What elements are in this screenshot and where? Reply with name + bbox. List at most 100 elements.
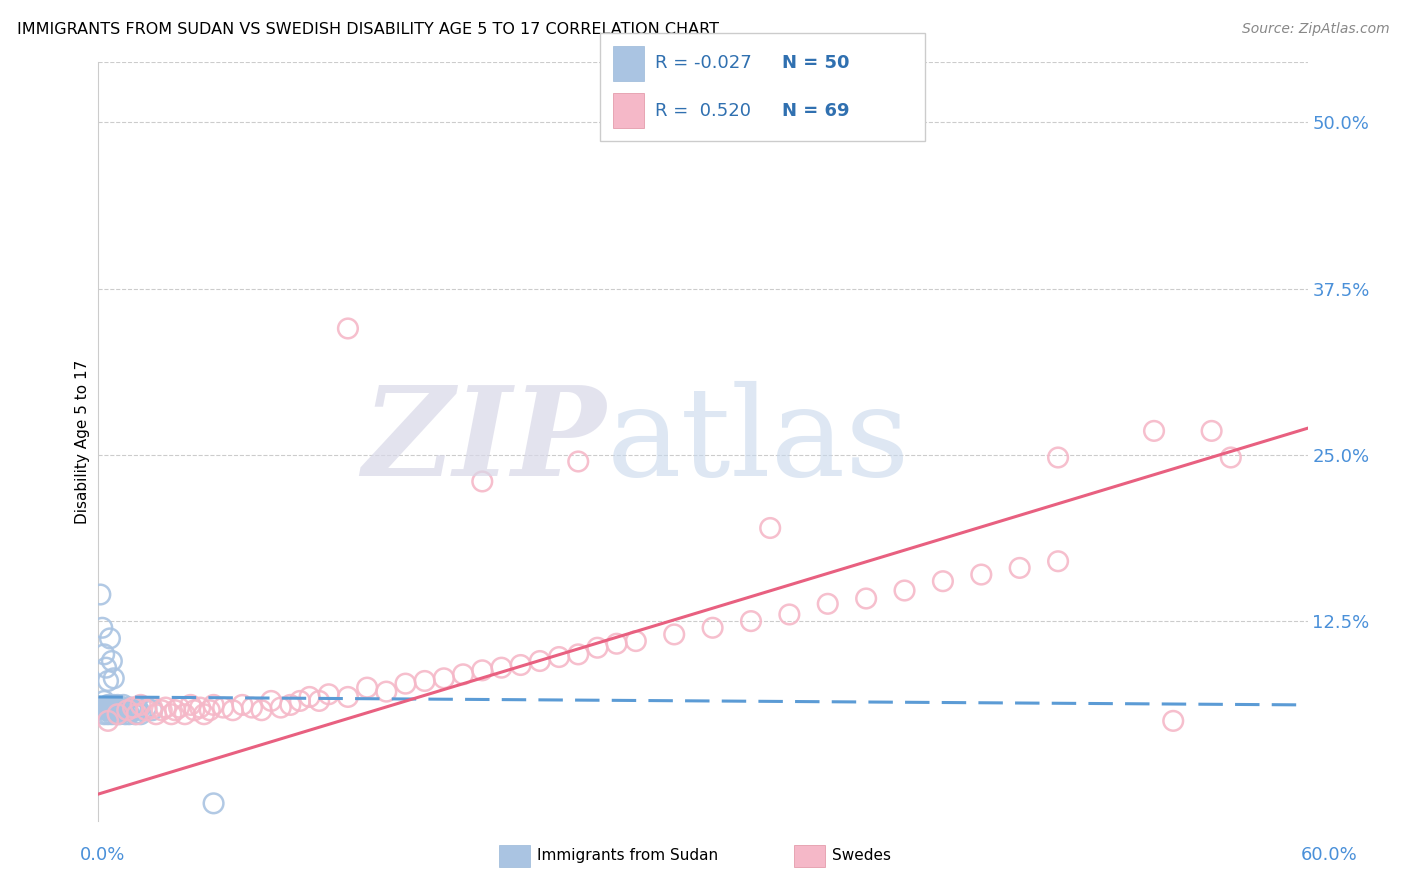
Point [451, 667, 474, 681]
Text: IMMIGRANTS FROM SUDAN VS SWEDISH DISABILITY AGE 5 TO 17 CORRELATION CHART: IMMIGRANTS FROM SUDAN VS SWEDISH DISABIL… [17, 22, 718, 37]
Point [112, 703, 135, 717]
Point [103, 698, 125, 712]
Point [702, 621, 724, 635]
Point [110, 700, 132, 714]
Point [222, 703, 245, 717]
Point [817, 597, 839, 611]
Point [107, 698, 129, 712]
Point [93, 648, 115, 662]
Point [107, 707, 129, 722]
Point [664, 627, 686, 641]
Point [970, 567, 993, 582]
Point [141, 703, 163, 717]
Point [356, 681, 378, 695]
Point [893, 583, 915, 598]
Point [491, 661, 513, 675]
Point [1161, 714, 1184, 728]
Point [231, 698, 253, 712]
Point [93, 707, 115, 722]
Point [336, 690, 359, 704]
Point [107, 700, 129, 714]
Point [193, 707, 215, 722]
Point [129, 698, 152, 712]
Point [413, 673, 436, 688]
Point [202, 797, 225, 811]
Point [932, 574, 955, 589]
Point [129, 707, 152, 722]
Point [91, 621, 114, 635]
Point [308, 694, 330, 708]
Text: Immigrants from Sudan: Immigrants from Sudan [537, 848, 718, 863]
Point [567, 454, 589, 468]
Point [778, 607, 800, 622]
Point [97, 714, 120, 728]
Point [114, 707, 136, 722]
Point [270, 700, 292, 714]
Point [1143, 424, 1166, 438]
Point [280, 698, 302, 712]
Point [1047, 554, 1070, 568]
Point [118, 707, 141, 722]
Point [183, 703, 205, 717]
Point [471, 475, 494, 489]
Point [1219, 450, 1241, 465]
Text: N = 69: N = 69 [782, 102, 849, 120]
Point [433, 671, 456, 685]
Point [115, 703, 138, 717]
Point [115, 700, 138, 714]
Point [212, 700, 235, 714]
Point [101, 700, 124, 714]
Point [855, 591, 877, 606]
Point [125, 700, 148, 714]
Point [759, 521, 782, 535]
Point [150, 703, 173, 717]
Text: R = -0.027: R = -0.027 [655, 54, 752, 72]
Point [145, 707, 167, 722]
Point [167, 700, 190, 714]
Point [567, 648, 589, 662]
Point [298, 690, 321, 704]
Point [141, 700, 163, 714]
Point [91, 700, 114, 714]
Point [240, 700, 263, 714]
Point [104, 707, 127, 722]
Point [509, 658, 531, 673]
Point [97, 703, 120, 717]
Point [110, 703, 132, 717]
Point [115, 703, 138, 717]
Point [198, 703, 221, 717]
Point [101, 707, 124, 722]
Point [202, 698, 225, 712]
Point [101, 654, 124, 668]
Point [93, 694, 115, 708]
Point [97, 707, 120, 722]
Point [173, 707, 195, 722]
Text: R =  0.520: R = 0.520 [655, 102, 751, 120]
Point [122, 700, 145, 714]
Point [108, 703, 131, 717]
Point [120, 700, 142, 714]
Text: 0.0%: 0.0% [80, 846, 125, 863]
Text: ZIP: ZIP [363, 381, 606, 502]
Point [128, 703, 150, 717]
Point [260, 694, 283, 708]
Point [108, 707, 131, 722]
Text: Source: ZipAtlas.com: Source: ZipAtlas.com [1241, 22, 1389, 37]
Point [740, 614, 762, 628]
Text: N = 50: N = 50 [782, 54, 849, 72]
Point [529, 654, 551, 668]
Point [135, 700, 157, 714]
Point [103, 703, 125, 717]
Point [135, 703, 157, 717]
Point [624, 634, 647, 648]
Text: atlas: atlas [606, 381, 910, 502]
Point [180, 698, 202, 712]
Point [586, 640, 609, 655]
Point [97, 673, 120, 688]
Point [250, 703, 273, 717]
Point [98, 703, 121, 717]
Y-axis label: Disability Age 5 to 17: Disability Age 5 to 17 [75, 359, 90, 524]
Point [124, 707, 146, 722]
Point [336, 321, 359, 335]
Point [122, 703, 145, 717]
